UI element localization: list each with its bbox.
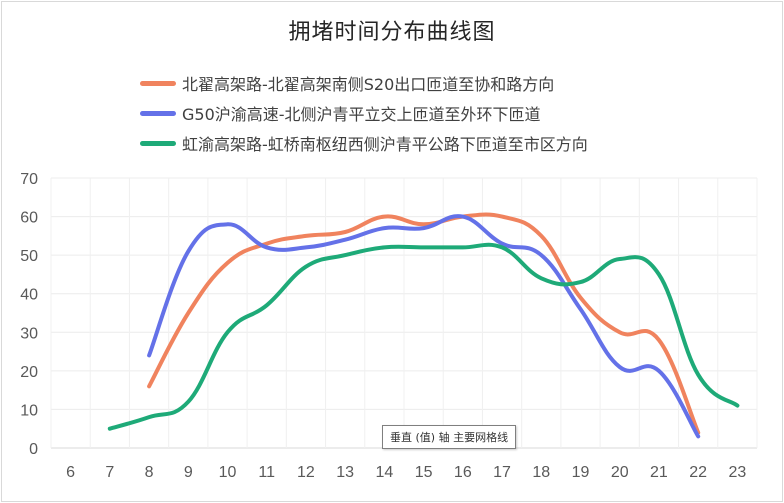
x-tick-label: 12 xyxy=(297,464,315,481)
legend-label-series-1: 北翟高架路-北翟高架南侧S20出口匝道至协和路方向 xyxy=(182,75,555,94)
x-tick-label: 8 xyxy=(145,464,154,481)
x-tick-label: 22 xyxy=(689,464,707,481)
legend-item-series-1: 北翟高架路-北翟高架南侧S20出口匝道至协和路方向 xyxy=(140,68,588,98)
series-line-3 xyxy=(107,242,740,431)
legend: 北翟高架路-北翟高架南侧S20出口匝道至协和路方向 G50沪渝高速-北侧沪青平立… xyxy=(140,68,588,158)
x-tick-label: 15 xyxy=(415,464,433,481)
x-tick-label: 23 xyxy=(728,464,746,481)
legend-swatch-series-3 xyxy=(140,140,176,146)
legend-swatch-series-1 xyxy=(140,80,176,86)
x-tick-label: 17 xyxy=(493,464,511,481)
x-tick-label: 11 xyxy=(258,464,275,481)
y-tick-label: 60 xyxy=(20,210,38,227)
x-tick-label: 18 xyxy=(532,464,550,481)
gridline-tooltip: 垂直 (值) 轴 主要网格线 xyxy=(382,425,517,449)
x-tick-label: 13 xyxy=(336,464,354,481)
legend-label-series-3: 虹渝高架路-虹桥南枢纽西侧沪青平公路下匝道至市区方向 xyxy=(182,135,588,154)
legend-item-series-3: 虹渝高架路-虹桥南枢纽西侧沪青平公路下匝道至市区方向 xyxy=(140,128,588,158)
y-tick-label: 70 xyxy=(20,171,38,188)
series-line-2 xyxy=(147,214,701,439)
y-tick-label: 0 xyxy=(29,441,38,458)
x-tick-label: 20 xyxy=(611,464,629,481)
y-tick-label: 30 xyxy=(20,325,38,342)
y-tick-label: 40 xyxy=(20,287,38,304)
y-tick-label: 20 xyxy=(20,364,38,381)
legend-swatch-series-2 xyxy=(140,110,176,116)
x-tick-label: 19 xyxy=(572,464,590,481)
x-tick-label: 7 xyxy=(105,464,114,481)
series-line-1 xyxy=(147,212,701,435)
x-tick-label: 10 xyxy=(219,464,237,481)
x-tick-label: 21 xyxy=(650,464,668,481)
x-tick-label: 14 xyxy=(375,464,393,481)
y-tick-label: 10 xyxy=(20,402,38,419)
x-tick-label: 16 xyxy=(454,464,472,481)
legend-label-series-2: G50沪渝高速-北侧沪青平立交上匝道至外环下匝道 xyxy=(182,105,541,124)
legend-item-series-2: G50沪渝高速-北侧沪青平立交上匝道至外环下匝道 xyxy=(140,98,588,128)
chart-title: 拥堵时间分布曲线图 xyxy=(288,20,496,45)
y-tick-label: 50 xyxy=(20,248,38,265)
x-tick-label: 6 xyxy=(66,464,75,481)
x-tick-label: 9 xyxy=(184,464,193,481)
